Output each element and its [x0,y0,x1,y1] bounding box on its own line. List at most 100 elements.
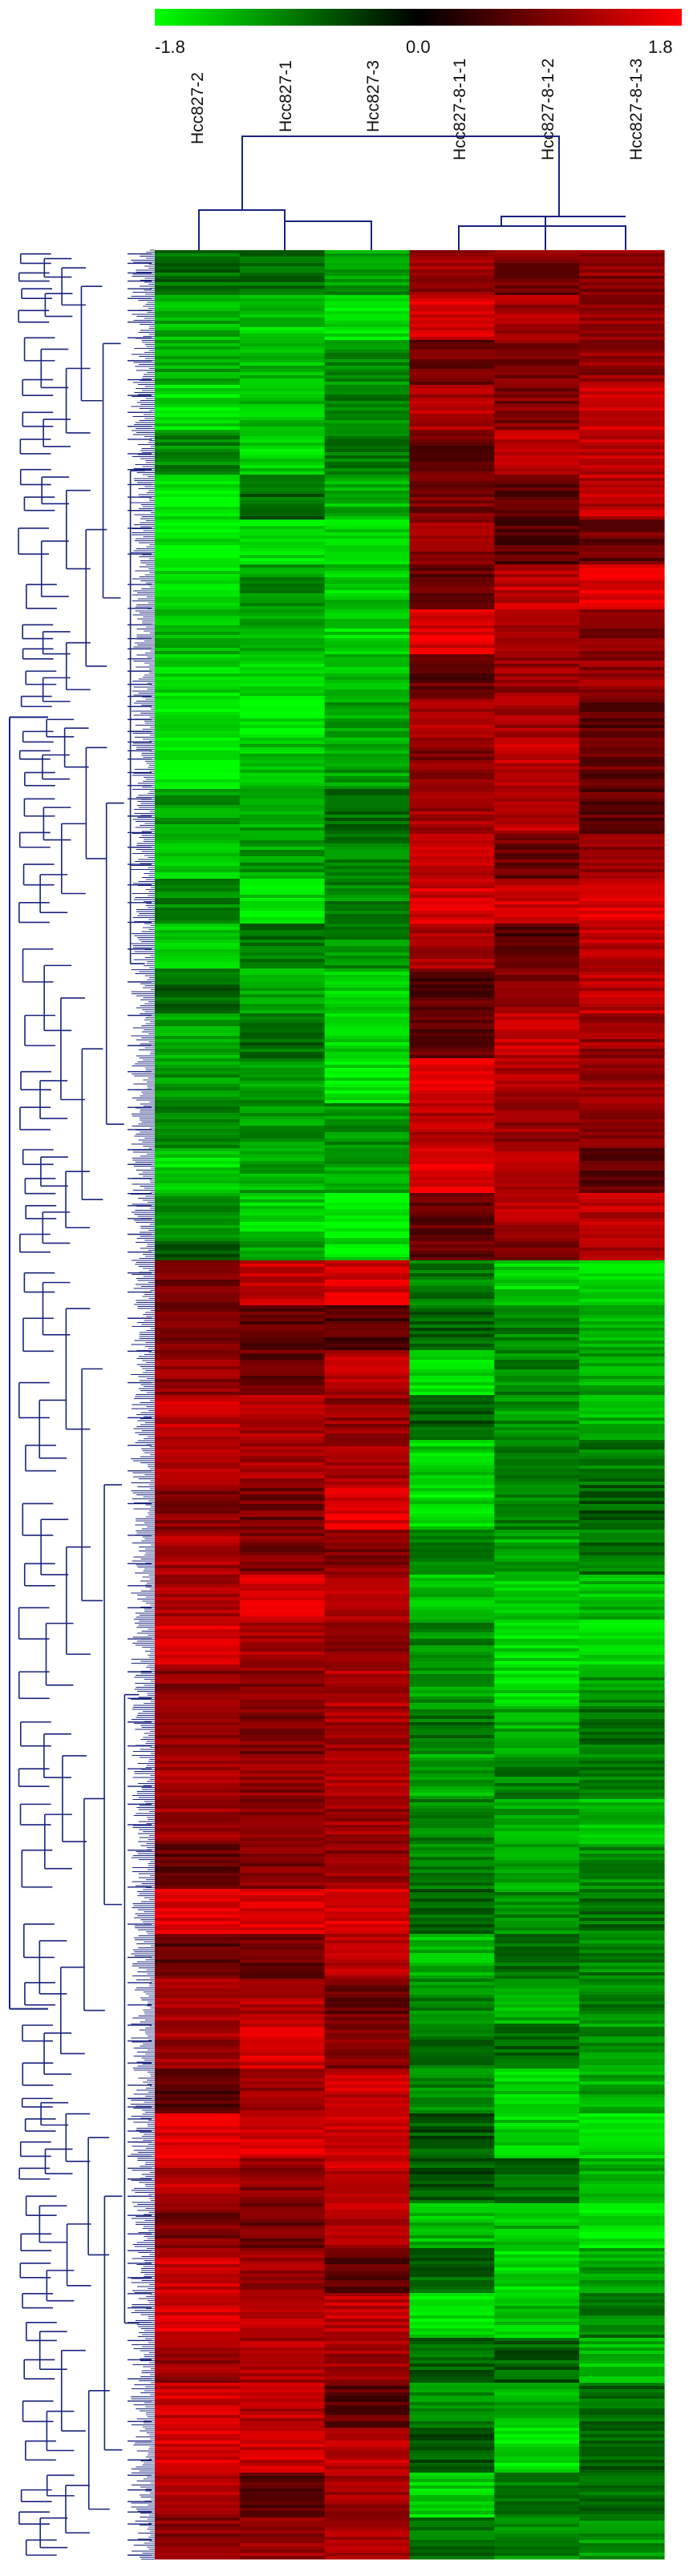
heatmap-cell [155,1956,241,1960]
heatmap-cell [494,1998,580,2002]
heatmap-cell [494,2415,580,2419]
heatmap-cell [324,2139,411,2143]
heatmap-cell [324,385,411,389]
heatmap-cell [494,1087,580,1091]
heatmap-cell [155,882,241,886]
heatmap-cell [409,2033,495,2037]
heatmap-cell [494,654,580,658]
heatmap-cell [579,1235,665,1239]
heatmap-cell [494,1366,580,1370]
heatmap-cell [579,1013,665,1017]
heatmap-cell [494,757,580,761]
heatmap-cell [579,2450,665,2454]
heatmap-cell [409,728,495,732]
heatmap-cell [494,2020,580,2024]
heatmap-cell [324,407,411,411]
heatmap-cell [239,462,326,466]
heatmap-cell [494,2120,580,2124]
heatmap-cell [579,1302,665,1306]
heatmap-cell [409,1594,495,1598]
heatmap-cell [494,1947,580,1951]
heatmap-cell [155,1754,241,1758]
heatmap-cell [409,2165,495,2169]
heatmap-cell [494,526,580,530]
heatmap-cell [324,2088,411,2092]
heatmap-cell [155,1119,241,1123]
heatmap-cell [409,2011,495,2015]
heatmap-cell [579,491,665,495]
heatmap-cell [239,2319,326,2323]
heatmap-cell [239,1610,326,1614]
heatmap-cell [155,1379,241,1383]
heatmap-cell [239,1818,326,1822]
heatmap-cell [579,1825,665,1829]
heatmap-cell [155,975,241,979]
heatmap-cell [155,1725,241,1729]
heatmap-cell [239,2412,326,2416]
heatmap-cell [155,1953,241,1957]
heatmap-cell [155,1382,241,1386]
heatmap-cell [494,1100,580,1104]
heatmap-cell [155,2078,241,2082]
heatmap-cell [579,2299,665,2303]
heatmap-cell [579,2392,665,2396]
heatmap-cell [494,2306,580,2310]
heatmap-cell [494,2534,580,2538]
heatmap-cell [155,834,241,838]
heatmap-cell [409,1581,495,1585]
heatmap-cell [409,914,495,918]
heatmap-cell [579,1975,665,1980]
heatmap-cell [324,420,411,424]
heatmap-cell [409,2152,495,2156]
heatmap-cell [155,994,241,998]
heatmap-cell [239,420,326,424]
heatmap-cell [579,1979,665,1983]
heatmap-cell [239,959,326,963]
heatmap-cell [155,1719,241,1723]
heatmap-cell [409,1052,495,1056]
heatmap-cell [324,2309,411,2313]
heatmap-cell [324,1219,411,1223]
heatmap-cell [155,1738,241,1742]
heatmap-cell [324,2245,411,2249]
heatmap-cell [579,410,665,415]
heatmap-cell [409,1270,495,1274]
heatmap-cell [324,1478,411,1482]
heatmap-cell [494,1539,580,1543]
heatmap-cell [155,927,241,931]
heatmap-cell [579,2011,665,2015]
heatmap-cell [239,843,326,847]
heatmap-cell [494,2097,580,2101]
heatmap-cell [324,2370,411,2374]
heatmap-cell [324,722,411,726]
heatmap-cell [155,2020,241,2024]
heatmap-cell [155,622,241,626]
heatmap-cell [324,994,411,998]
heatmap-cell [239,1074,326,1078]
heatmap-cell [239,1286,326,1290]
heatmap-cell [579,1581,665,1585]
heatmap-cell [579,382,665,386]
heatmap-cell [409,2370,495,2374]
heatmap-cell [579,1908,665,1912]
heatmap-cell [324,2473,411,2477]
heatmap-cell [409,423,495,427]
heatmap-cell [579,2238,665,2242]
heatmap-cell [239,1966,326,1970]
heatmap-cell [324,831,411,835]
heatmap-cell [239,1078,326,1082]
heatmap-cell [239,831,326,835]
heatmap-cell [155,1264,241,1268]
heatmap-cell [155,1193,241,1197]
heatmap-cell [239,1283,326,1287]
heatmap-cell [239,1680,326,1684]
heatmap-cell [579,837,665,841]
heatmap-cell [409,619,495,623]
heatmap-cell [409,1453,495,1457]
heatmap-cell [155,532,241,536]
heatmap-cell [239,292,326,296]
heatmap-cell [579,2283,665,2287]
heatmap-cell [324,494,411,498]
heatmap-cell [579,2203,665,2207]
heatmap-cell [494,2460,580,2464]
